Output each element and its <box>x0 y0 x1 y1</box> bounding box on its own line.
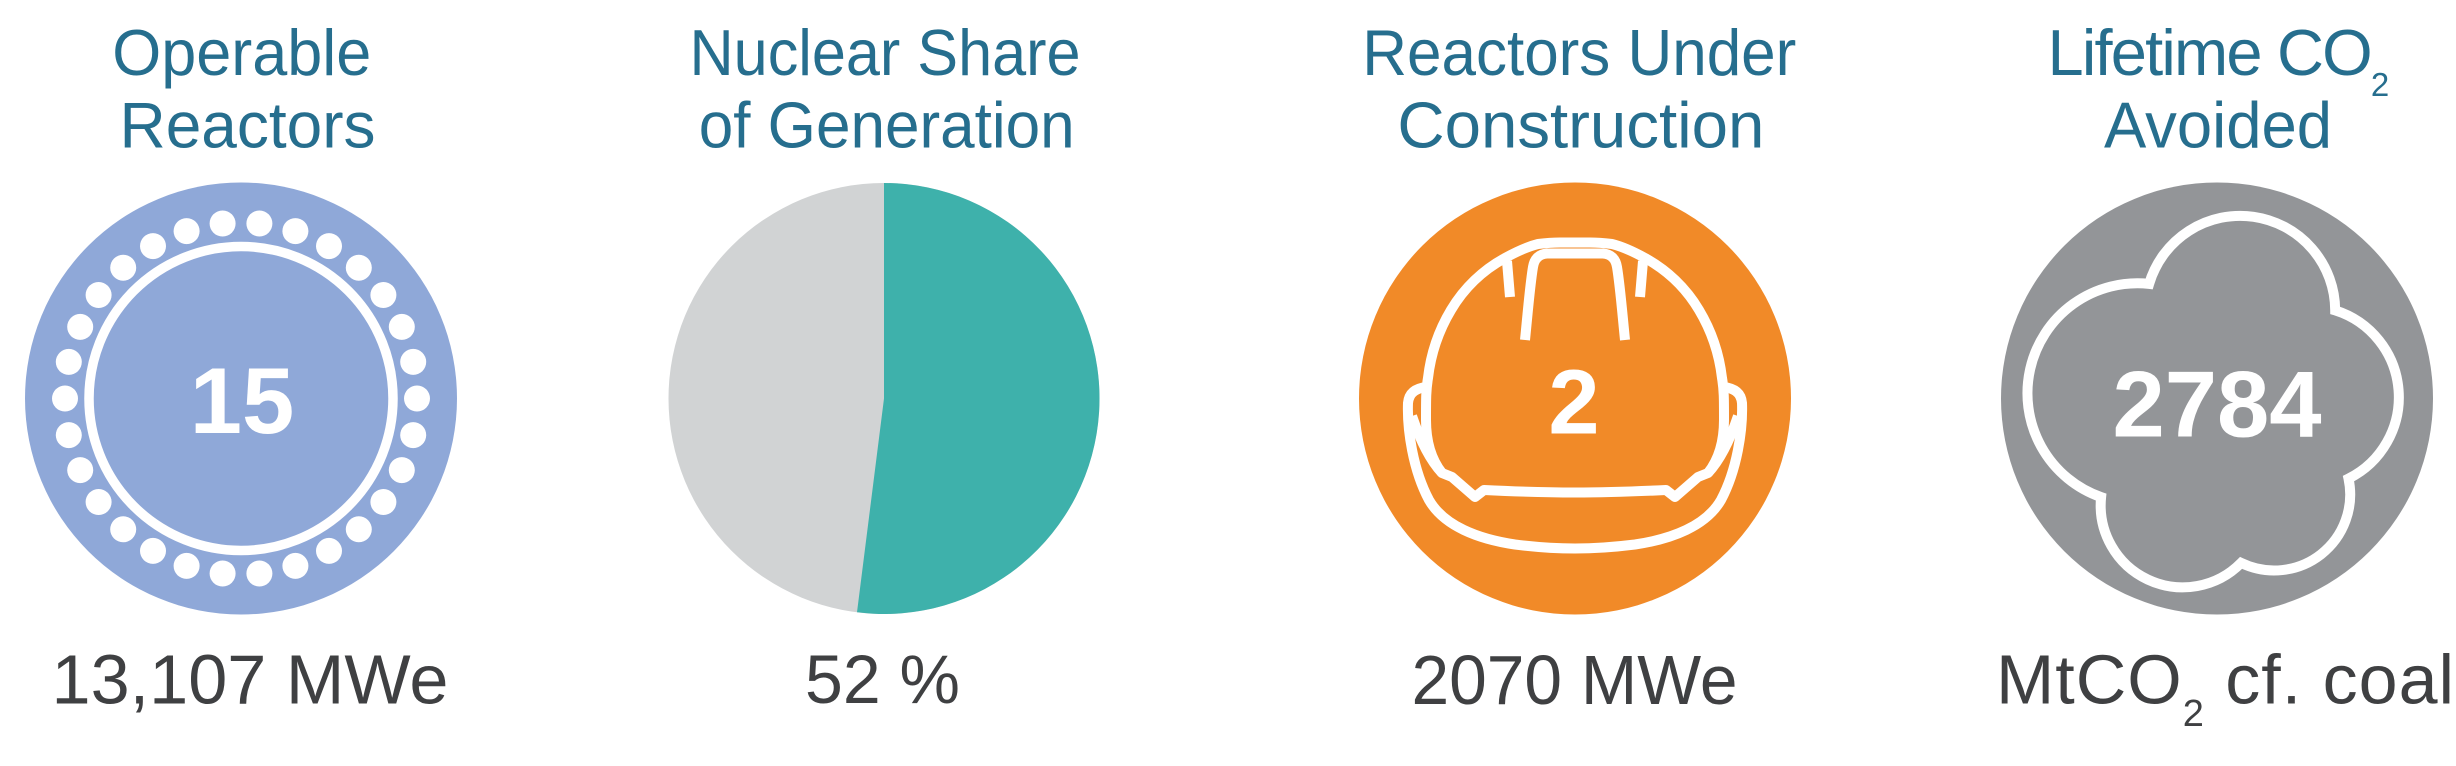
svg-text:2: 2 <box>1548 352 1599 454</box>
svg-text:Reactors: Reactors <box>120 88 376 161</box>
svg-text:MtCO2 cf. coal: MtCO2 cf. coal <box>1996 641 2455 736</box>
svg-text:Lifetime CO2: Lifetime CO2 <box>2048 16 2388 103</box>
svg-text:13,107 MWe: 13,107 MWe <box>52 641 449 719</box>
svg-text:Operable: Operable <box>112 16 371 89</box>
svg-text:52 %: 52 % <box>805 641 960 718</box>
svg-text:Nuclear Share: Nuclear Share <box>690 16 1081 89</box>
svg-text:15: 15 <box>190 348 295 453</box>
svg-text:Construction: Construction <box>1397 88 1764 161</box>
svg-text:Reactors Under: Reactors Under <box>1362 16 1796 89</box>
svg-text:of Generation: of Generation <box>699 88 1075 161</box>
svg-text:2070 MWe: 2070 MWe <box>1412 641 1738 719</box>
svg-text:Avoided: Avoided <box>2104 88 2332 161</box>
svg-text:2784: 2784 <box>2112 352 2321 457</box>
